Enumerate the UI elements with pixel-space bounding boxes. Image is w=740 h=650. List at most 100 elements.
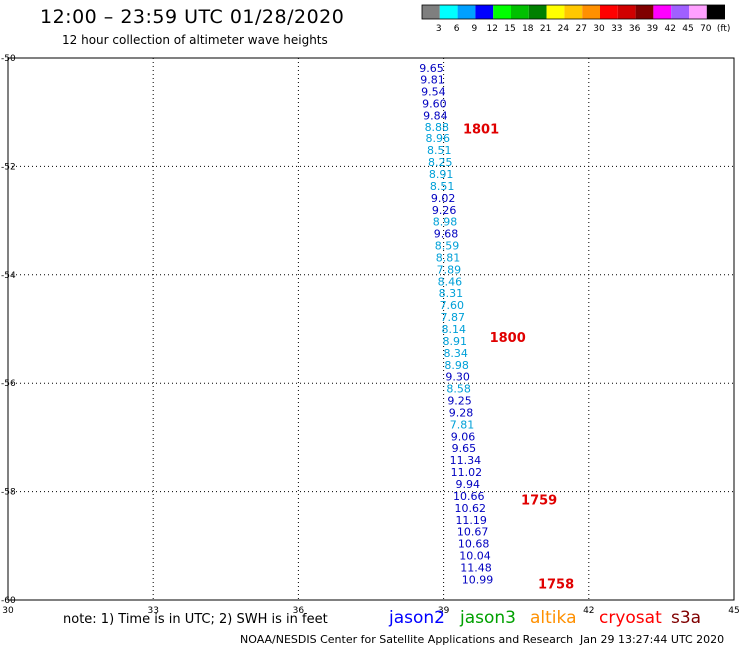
colorbar-label: 6	[454, 24, 460, 34]
colorbar-swatch	[457, 5, 476, 19]
wave-height-point: 7.87	[441, 311, 466, 324]
colorbar-swatch	[617, 5, 636, 19]
colorbar-swatch	[582, 5, 600, 19]
legend-altika: altika	[530, 608, 577, 628]
colorbar-frame	[421, 4, 726, 20]
time-label: 1758	[538, 578, 574, 593]
wave-height-point: 7.81	[450, 418, 475, 431]
y-tick-label: -60	[1, 596, 16, 606]
wave-height-point: 9.81	[420, 74, 445, 87]
wave-height-point: 11.48	[460, 561, 492, 574]
footnote: note: 1) Time is in UTC; 2) SWH is in fe…	[63, 612, 328, 627]
x-tick-label: 42	[583, 606, 594, 616]
wave-height-point: 10.99	[462, 573, 494, 586]
wave-height-point: 9.68	[434, 228, 459, 241]
wave-height-point: 11.34	[450, 454, 482, 467]
colorbar-label: 27	[575, 24, 586, 34]
legend-cryosat: cryosat	[599, 608, 662, 628]
colorbar-swatch	[706, 5, 725, 19]
x-tick-label: 30	[2, 606, 14, 616]
wave-height-point: 9.65	[452, 442, 477, 455]
colorbar-label: 18	[522, 24, 534, 34]
y-tick-label: -56	[1, 379, 16, 389]
y-tick-label: -58	[1, 488, 16, 498]
wave-height-point: 8.98	[444, 359, 469, 372]
colorbar-swatch	[564, 5, 583, 19]
wave-height-point: 9.84	[423, 109, 448, 122]
wave-height-point: 9.02	[431, 192, 456, 205]
timestamp-text: Jan 29 13:27:44 UTC 2020	[580, 633, 725, 646]
x-tick-label: 39	[438, 606, 450, 616]
chart-subtitle: 12 hour collection of altimeter wave hei…	[62, 33, 328, 47]
legend-s3a: s3a	[671, 608, 702, 628]
colorbar-label: 9	[472, 24, 478, 34]
colorbar-swatch	[422, 5, 440, 19]
plot-area: 30 33 36 39 42 45-50-52-54-56-58-609.659.819.…	[1, 54, 740, 616]
wave-height-point: 9.30	[445, 371, 470, 384]
colorbar-legend: 3 6 9 12 15 18 21 24 27 30 33 36 39 42 45 70 (ft)	[421, 4, 731, 34]
colorbar-label: 39	[647, 24, 659, 34]
colorbar-label: 70	[700, 24, 712, 34]
wave-height-point: 8.91	[429, 168, 454, 181]
wave-height-point: 8.81	[436, 251, 461, 264]
x-tick-label: 33	[147, 606, 158, 616]
colorbar-swatch	[528, 5, 547, 19]
wave-height-point: 9.94	[456, 478, 481, 491]
colorbar-label: 15	[504, 24, 515, 34]
colorbar-swatch	[689, 5, 707, 19]
wave-height-point: 8.96	[426, 132, 451, 145]
wave-height-point: 9.65	[419, 62, 444, 75]
wave-height-point: 9.28	[449, 406, 474, 419]
colorbar-label: 3	[436, 24, 442, 34]
chart-title: 12:00 – 23:59 UTC 01/28/2020	[40, 6, 345, 28]
colorbar-label: 45	[682, 24, 693, 34]
wave-height-point: 8.46	[438, 275, 463, 288]
colorbar-swatch	[600, 5, 618, 19]
wave-height-point: 10.68	[458, 538, 490, 551]
colorbar-label: (ft)	[717, 24, 731, 34]
legend-jason2: jason2	[389, 608, 445, 628]
wave-height-point: 7.60	[440, 299, 465, 312]
wave-height-point: 8.51	[430, 180, 455, 193]
y-tick-label: -54	[1, 271, 16, 281]
plot-frame	[7, 57, 735, 601]
wave-height-point: 7.89	[437, 263, 462, 276]
wave-height-point: 8.98	[433, 216, 458, 229]
colorbar-swatch	[671, 5, 689, 19]
credit-text: NOAA/NESDIS Center for Satellite Applica…	[240, 633, 574, 646]
wave-height-point: 9.25	[447, 395, 472, 408]
wave-height-point: 8.59	[435, 240, 460, 253]
colorbar-label: 42	[664, 24, 675, 34]
colorbar-label: 36	[629, 24, 641, 34]
wave-height-point: 8.88	[425, 121, 450, 134]
wave-height-point: 8.14	[442, 323, 467, 336]
colorbar-swatch	[653, 5, 672, 19]
wave-height-point: 8.58	[446, 383, 471, 396]
time-label: 1800	[490, 331, 526, 346]
wave-height-point: 11.02	[451, 466, 483, 479]
colorbar-label: 12	[486, 24, 497, 34]
colorbar-label: 33	[611, 24, 622, 34]
wave-height-point: 8.34	[443, 347, 468, 360]
colorbar-swatch	[493, 5, 511, 19]
time-label: 1759	[521, 494, 557, 509]
colorbar-label: 30	[593, 24, 605, 34]
time-label: 1801	[463, 122, 499, 137]
colorbar-swatch	[546, 5, 565, 19]
wave-height-point: 10.67	[457, 526, 489, 539]
legend-jason3: jason3	[460, 608, 516, 628]
wave-height-point: 10.04	[459, 550, 491, 563]
x-tick-label: 45	[728, 606, 739, 616]
y-tick-label: -52	[1, 162, 16, 172]
wave-height-point: 9.26	[432, 204, 457, 217]
x-tick-label: 36	[293, 606, 305, 616]
colorbar-label: 21	[540, 24, 551, 34]
wave-height-point: 9.54	[421, 86, 446, 99]
wave-height-point: 11.19	[455, 514, 487, 527]
colorbar-swatch	[511, 5, 529, 19]
wave-height-point: 9.06	[451, 430, 476, 443]
y-tick-label: -50	[1, 54, 16, 64]
colorbar-swatch	[475, 5, 494, 19]
wave-height-point: 10.62	[454, 502, 486, 515]
